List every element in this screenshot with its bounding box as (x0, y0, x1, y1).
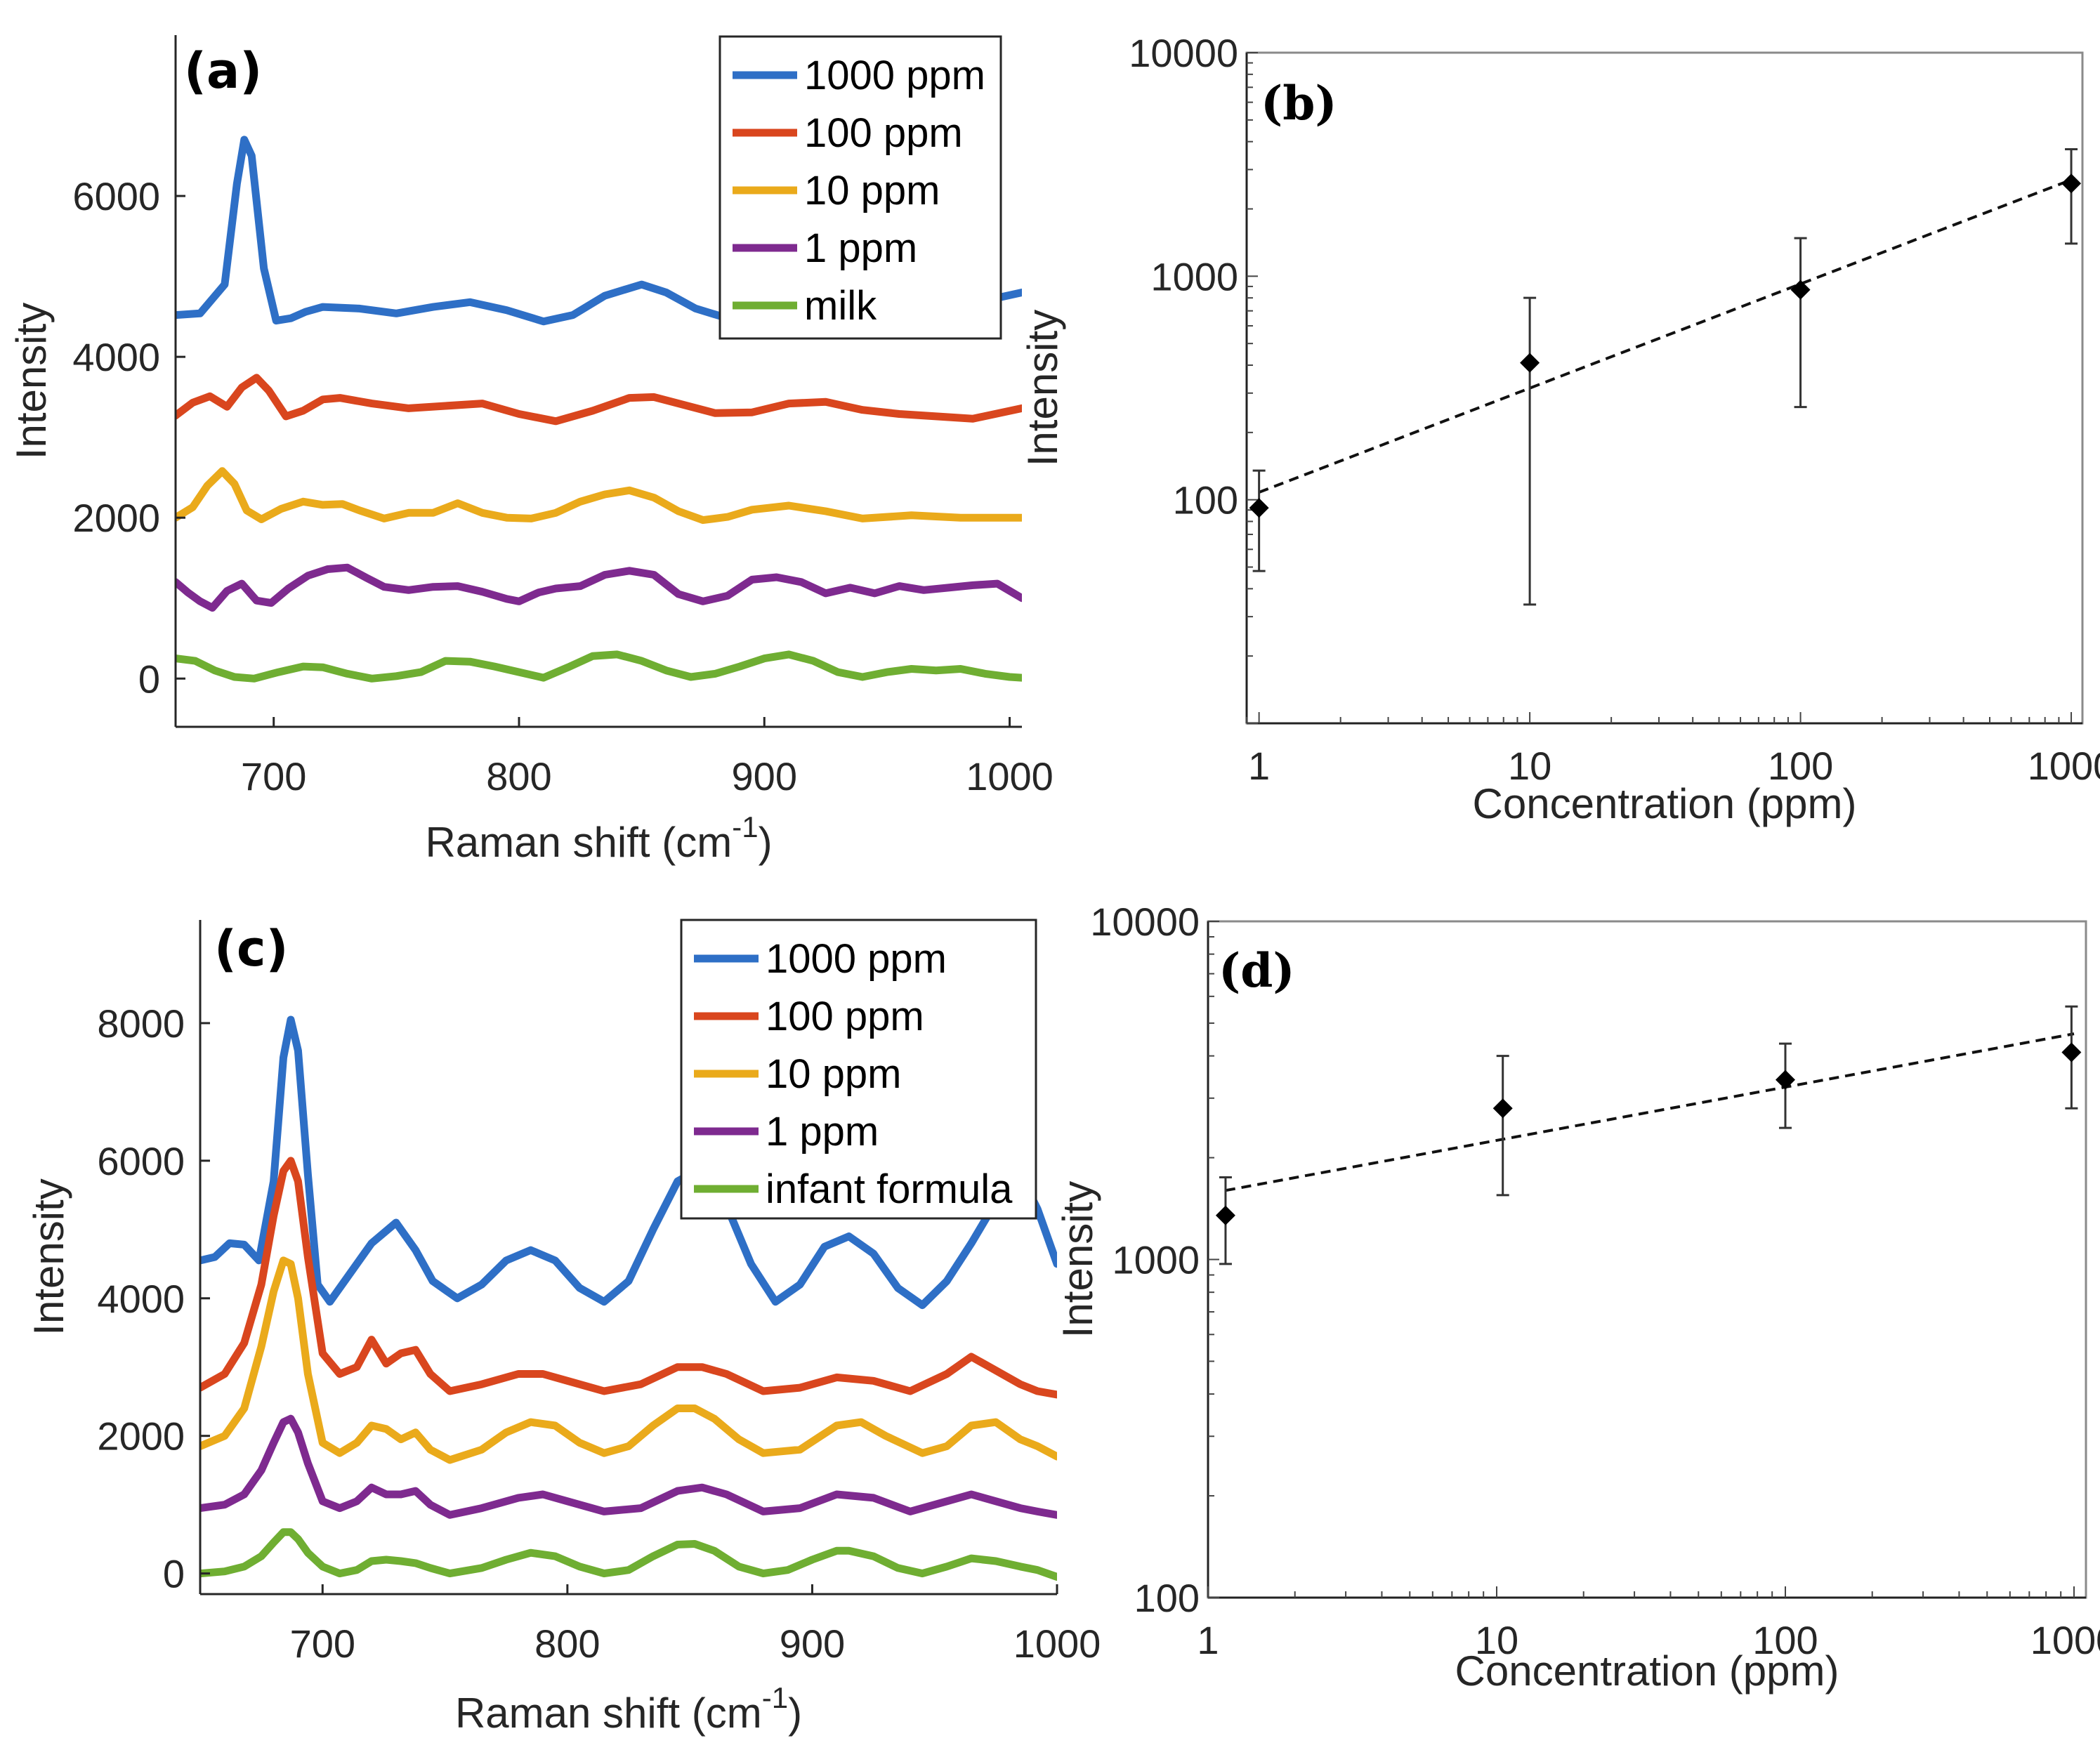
x-tick-label: 1000 (2030, 1618, 2100, 1662)
series-line-milk (176, 650, 1022, 683)
y-tick-label: 2000 (97, 1414, 185, 1459)
x-axis-label: Concentration (ppm) (1473, 780, 1857, 827)
x-axis-label: Concentration (ppm) (1455, 1647, 1839, 1695)
data-point (1790, 279, 1811, 300)
y-tick-label: 4000 (72, 335, 160, 379)
legend-entry: 1000 ppm (804, 53, 985, 98)
x-axis-label-main: Raman shift (cm (425, 819, 732, 866)
fit-line (1225, 1032, 2075, 1192)
data-point (1215, 1205, 1235, 1225)
y-tick-label: 0 (138, 657, 160, 701)
series-line-100-ppm (176, 374, 1022, 426)
x-tick-label: 10 (1475, 1618, 1518, 1662)
legend-entry: 100 ppm (804, 110, 963, 156)
x-tick-label: 800 (486, 754, 551, 798)
y-tick-label: 6000 (72, 174, 160, 218)
x-tick-label: 1 (1248, 744, 1270, 788)
data-point (1775, 1070, 1795, 1090)
series-line-10-ppm (200, 1256, 1057, 1464)
x-axis-label-end: ) (788, 1690, 802, 1737)
y-tick-label: 100 (1173, 478, 1238, 522)
panel-c-spectra-infant-formula: 700 800 900 1000 0 2000 4000 6000 8000 Intensity R… (25, 919, 1101, 1737)
legend-entry: 1000 ppm (766, 936, 947, 982)
x-tick-label: 100 (1752, 1618, 1818, 1662)
x-tick-label: 900 (732, 754, 797, 798)
x-tick-label: 1 (1197, 1618, 1219, 1662)
y-tick-label: 10000 (1129, 31, 1238, 75)
x-axis-label-end: ) (759, 819, 773, 866)
x-axis-label: Raman shift (cm-1) (425, 810, 772, 866)
legend-entry: 10 ppm (766, 1051, 901, 1097)
panel-label: (a) (184, 42, 262, 100)
panel-label: (d) (1219, 943, 1295, 998)
plot-frame (1207, 920, 2087, 1599)
legend-entry: 1 ppm (804, 225, 917, 271)
y-axis-label: Intensity (1054, 1181, 1101, 1338)
panel-a-spectra-milk: 700 800 900 1000 0 2000 4000 6000 Intensity Raman… (8, 35, 1054, 866)
y-tick-label: 10000 (1090, 900, 1200, 944)
y-axis-label: Intensity (8, 303, 55, 459)
x-tick-label: 1000 (2028, 744, 2100, 788)
series-line-infant-formula (200, 1528, 1057, 1581)
legend-entry: 100 ppm (766, 994, 924, 1039)
data-point (1249, 498, 1269, 518)
series-line-10-ppm (176, 467, 1022, 525)
legend-entry: 10 ppm (804, 168, 940, 213)
legend-entry: 1 ppm (766, 1109, 879, 1154)
y-tick-label: 1000 (1150, 254, 1238, 298)
y-tick-label: 0 (163, 1552, 185, 1596)
y-tick-label: 2000 (72, 496, 160, 540)
x-axis-label-superscript: -1 (762, 1681, 788, 1714)
x-tick-label: 1000 (1013, 1621, 1101, 1666)
x-tick-label: 1000 (966, 754, 1054, 798)
data-point (2061, 173, 2082, 194)
data-point (1520, 353, 1540, 373)
legend-entry: milk (804, 283, 877, 329)
y-tick-label: 1000 (1112, 1238, 1200, 1282)
x-axis-label-main: Raman shift (cm (455, 1690, 762, 1737)
x-tick-label: 700 (290, 1621, 355, 1666)
legend-box (680, 919, 1037, 1220)
series-line-1000-ppm (200, 1015, 1057, 1310)
y-tick-label: 8000 (97, 1001, 185, 1046)
x-axis-label-superscript: -1 (732, 810, 758, 843)
x-axis-label: Raman shift (cm-1) (455, 1681, 802, 1737)
series-line-100-ppm (200, 1157, 1057, 1399)
series-line-1-ppm (200, 1414, 1057, 1519)
panel-label: (b) (1261, 76, 1337, 131)
y-tick-label: 4000 (97, 1277, 185, 1321)
legend-entry: infant formula (766, 1166, 1013, 1212)
fit-line (1258, 178, 2072, 494)
y-tick-label: 100 (1134, 1576, 1200, 1620)
panel-label: (c) (214, 920, 288, 978)
data-point (2061, 1042, 2082, 1062)
x-tick-label: 700 (241, 754, 306, 798)
data-point (1492, 1098, 1513, 1119)
plot-frame (1245, 51, 2084, 725)
y-tick-label: 6000 (97, 1139, 185, 1183)
x-tick-label: 900 (780, 1621, 845, 1666)
x-tick-label: 10 (1508, 744, 1551, 788)
panel-d-calibration-infant-formula: 1 10 100 1000 100 1000 10000 Intensity Concentra… (1054, 900, 2100, 1695)
panel-b-calibration-milk: 1 10 100 1000 100 1000 10000 Intensity Concentra… (1019, 31, 2100, 827)
x-tick-label: 100 (1768, 744, 1833, 788)
y-axis-label: Intensity (1019, 310, 1066, 466)
series-line-1-ppm (176, 563, 1022, 612)
x-tick-label: 800 (534, 1621, 600, 1666)
y-axis-label: Intensity (25, 1178, 72, 1335)
